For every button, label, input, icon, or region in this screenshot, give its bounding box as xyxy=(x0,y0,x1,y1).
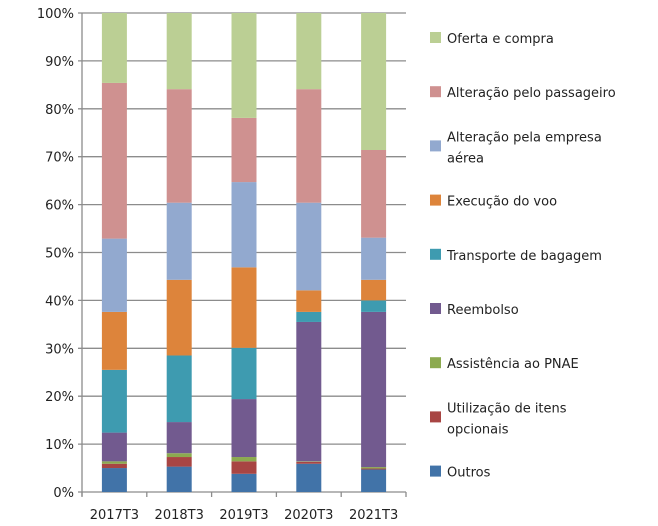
legend-label: aérea xyxy=(447,151,484,166)
bar-segment xyxy=(166,13,192,90)
legend-label: Alteração pelo passageiro xyxy=(447,86,616,101)
bar-segment xyxy=(166,355,192,423)
x-tick-label: 2018T3 xyxy=(155,508,204,523)
bar-segment xyxy=(166,202,192,280)
legend-swatch xyxy=(430,140,441,152)
bar-segment xyxy=(361,469,387,492)
bar-segment xyxy=(361,467,387,469)
y-tick-label: 30% xyxy=(45,342,74,357)
bar-segment xyxy=(296,463,322,492)
bar-segment xyxy=(296,461,322,464)
bar-segment xyxy=(101,311,127,370)
y-tick-label: 40% xyxy=(45,294,74,309)
legend-swatch xyxy=(430,86,441,98)
bar-segment xyxy=(361,279,387,301)
legend-label: Alteração pela empresa xyxy=(447,130,602,145)
bar-segment xyxy=(361,468,387,470)
bar-segment xyxy=(296,89,322,203)
legend-swatch xyxy=(430,248,441,260)
legend-swatch xyxy=(430,32,441,43)
bar-segment xyxy=(101,369,127,433)
bar-segment xyxy=(231,473,257,492)
legend-swatch xyxy=(430,465,441,477)
bar-segment xyxy=(296,202,322,291)
bar-segment xyxy=(101,432,127,462)
bar-segment xyxy=(231,117,257,183)
x-tick-label: 2021T3 xyxy=(349,508,398,523)
bar-segment xyxy=(166,453,192,458)
bar-segment xyxy=(101,461,127,464)
y-tick-label: 50% xyxy=(45,247,74,262)
y-tick-label: 10% xyxy=(45,438,74,453)
y-tick-label: 0% xyxy=(53,486,74,501)
legend-label: opcionais xyxy=(447,422,509,437)
bar-segment xyxy=(231,347,257,400)
bar-segment xyxy=(166,89,192,203)
bar-segment xyxy=(101,463,127,469)
x-tick-label: 2017T3 xyxy=(90,508,139,523)
bar-segment xyxy=(296,290,322,312)
bar-segment xyxy=(231,267,257,348)
x-tick-label: 2020T3 xyxy=(284,508,333,523)
y-tick-label: 100% xyxy=(37,7,74,22)
legend-label: Oferta e compra xyxy=(447,32,554,47)
y-tick-label: 70% xyxy=(45,151,74,166)
y-tick-label: 90% xyxy=(45,55,74,70)
legend-swatch xyxy=(430,357,441,369)
bar-segment xyxy=(166,422,192,454)
bar-segment xyxy=(296,321,322,462)
bar-segment xyxy=(231,13,257,118)
bar-segment xyxy=(166,279,192,356)
legend-swatch xyxy=(430,194,441,206)
y-tick-label: 80% xyxy=(45,103,74,118)
bar-segment xyxy=(361,13,387,150)
y-tick-label: 20% xyxy=(45,390,74,405)
bar-segment xyxy=(101,82,127,239)
bar-segment xyxy=(231,461,257,474)
bar-segment xyxy=(231,182,257,268)
bar-segment xyxy=(296,311,322,322)
legend-label: Assistência ao PNAE xyxy=(447,357,579,372)
legend-label: Outros xyxy=(447,466,491,481)
bar-segment xyxy=(231,399,257,458)
bar-segment xyxy=(166,466,192,492)
bar-segment xyxy=(361,149,387,238)
bar-segment xyxy=(361,311,387,468)
y-tick-label: 60% xyxy=(45,199,74,214)
bar-segment xyxy=(361,300,387,312)
x-tick-label: 2019T3 xyxy=(219,508,268,523)
legend-label: Utilização de itens xyxy=(447,401,567,416)
legend-label: Reembolso xyxy=(447,303,519,318)
bar-segment xyxy=(361,237,387,280)
bar-segment xyxy=(296,13,322,90)
legend-swatch xyxy=(430,411,441,423)
bar-segment xyxy=(101,468,127,492)
legend-label: Execução do voo xyxy=(447,195,557,210)
bar-segment xyxy=(101,238,127,312)
bar-segment xyxy=(231,457,257,462)
legend-label: Transporte de bagagem xyxy=(446,249,602,264)
bar-segment xyxy=(101,13,127,83)
bar-segment xyxy=(166,457,192,467)
legend-swatch xyxy=(430,303,441,314)
